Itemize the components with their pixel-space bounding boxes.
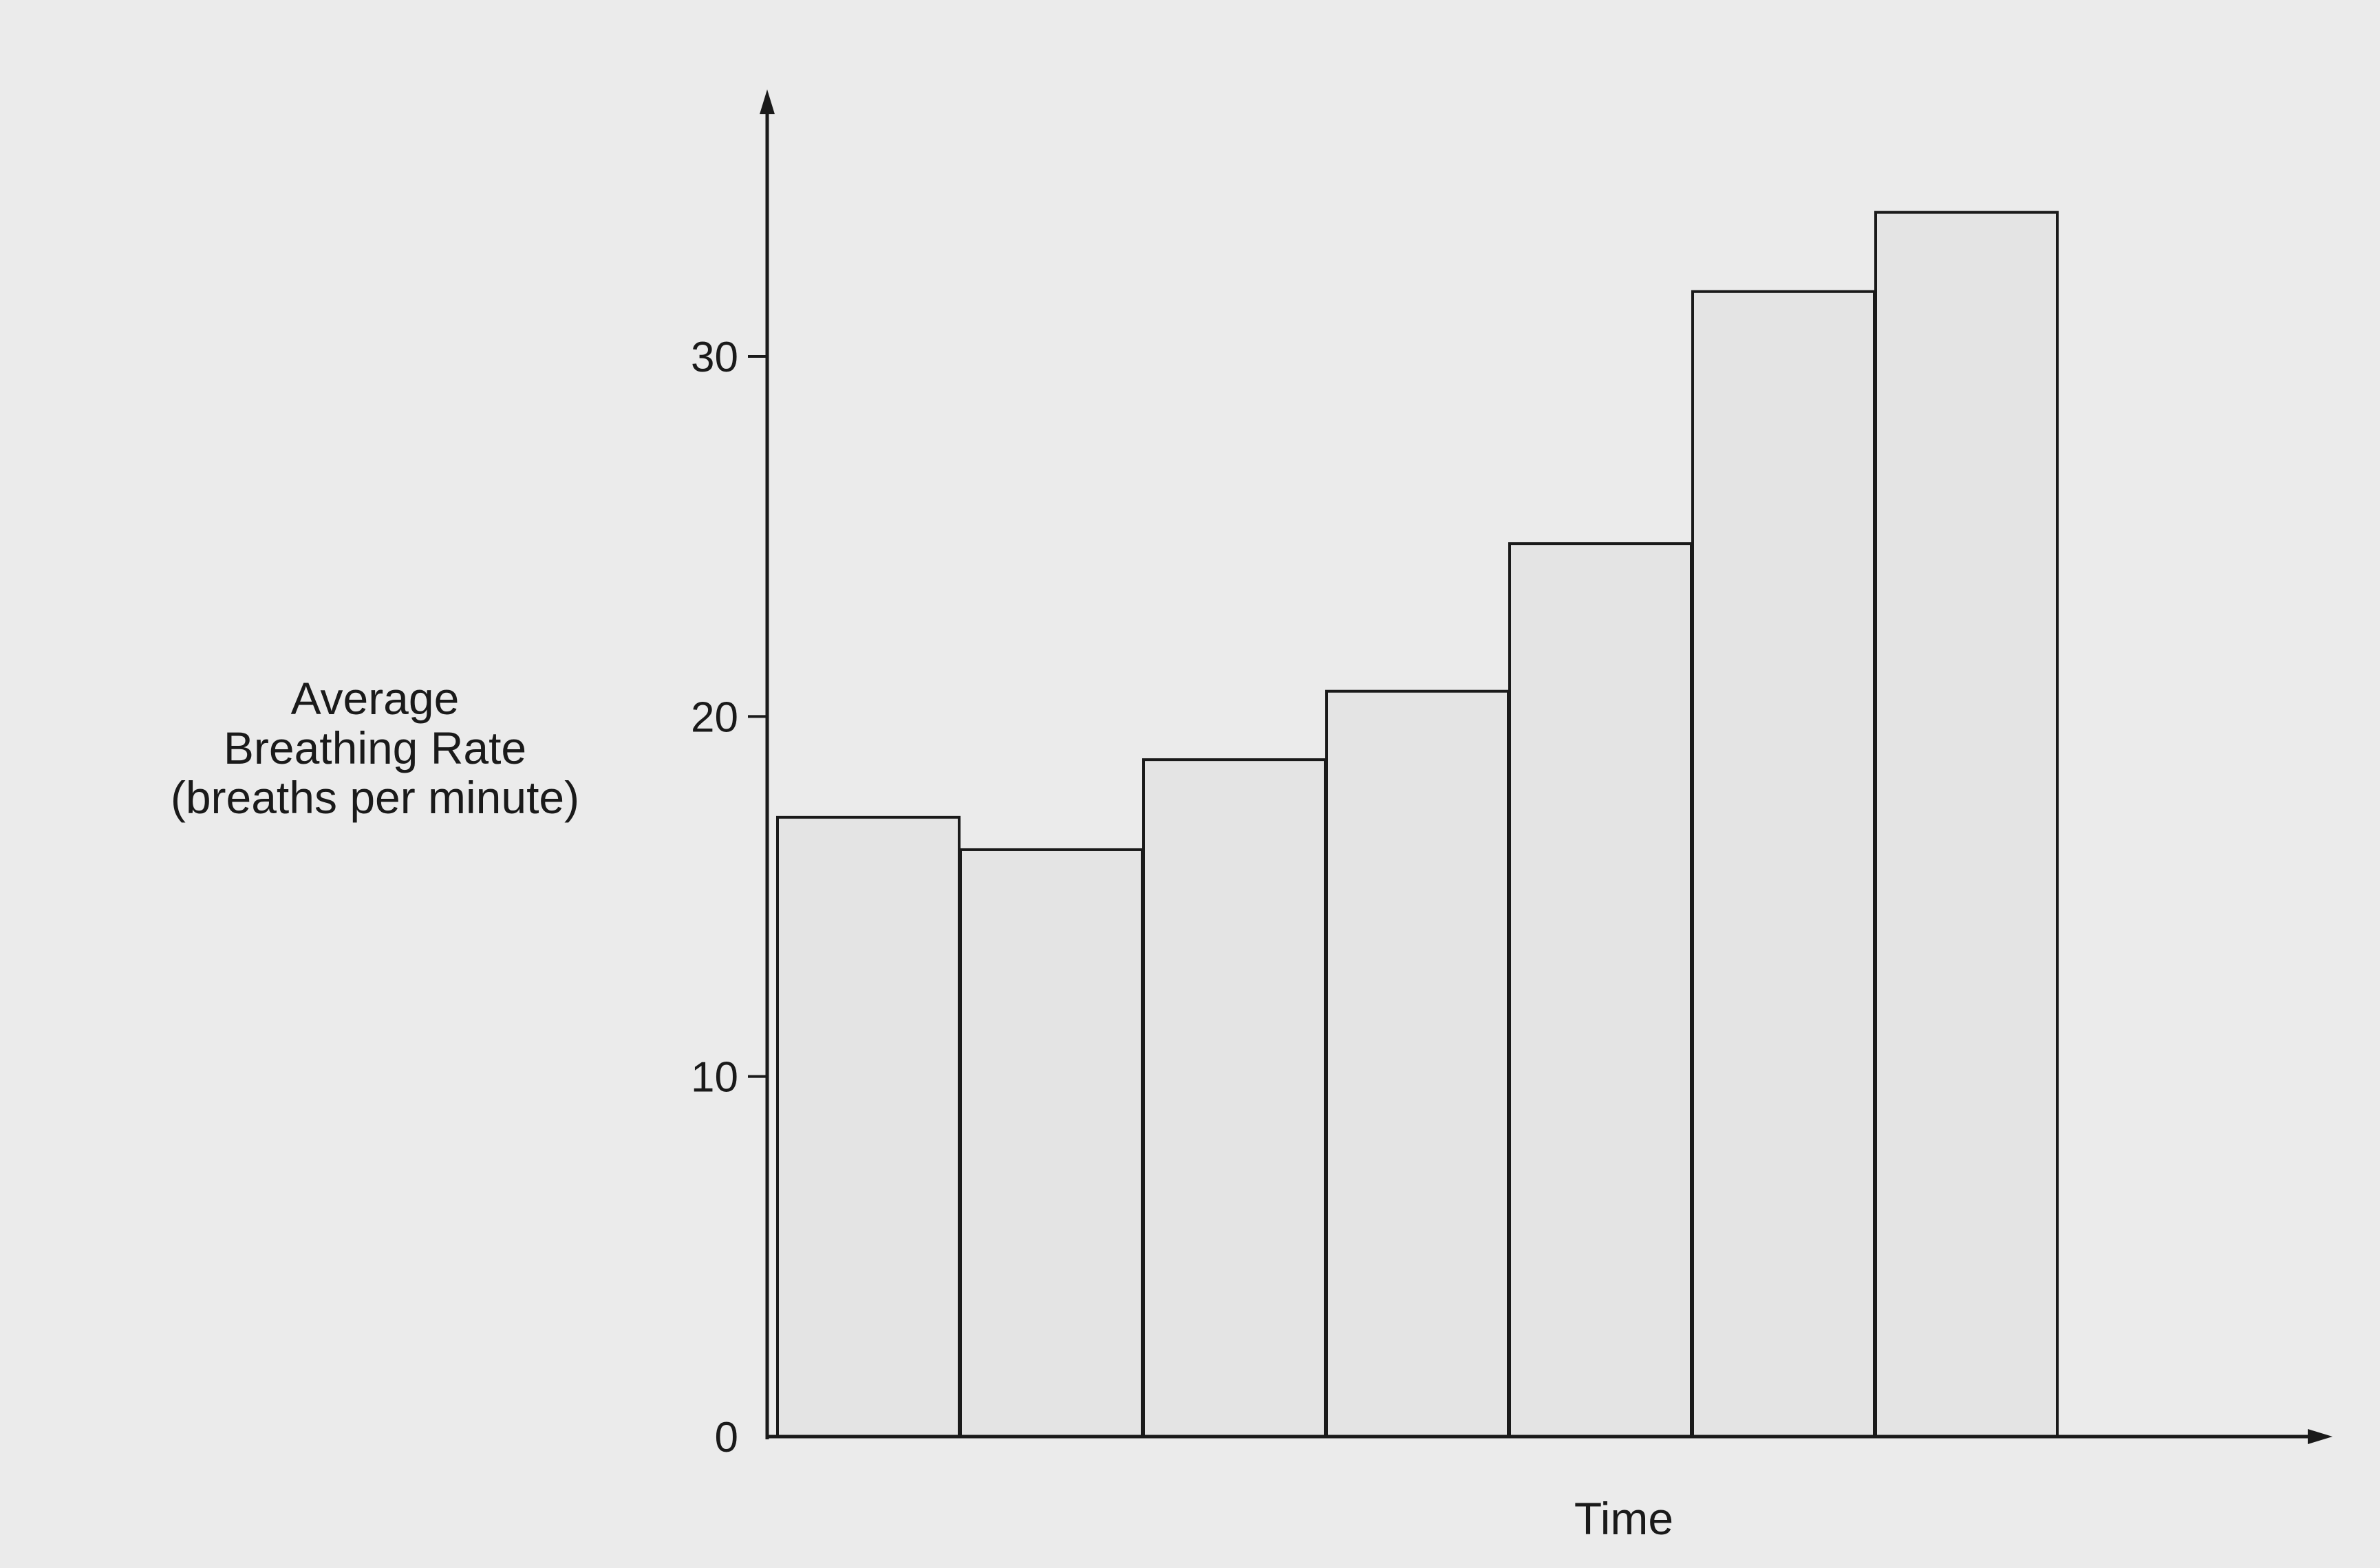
- bar-1: [776, 815, 961, 1439]
- y-tick-label: 10: [691, 1054, 738, 1102]
- y-axis-label-line: Breathing Rate: [224, 722, 526, 773]
- x-axis-arrow-icon: [2308, 1429, 2333, 1444]
- bar-3: [1142, 758, 1327, 1438]
- y-axis-label-line: (breaths per minute): [171, 772, 579, 823]
- bar-5: [1508, 542, 1693, 1439]
- y-tick-label: 0: [715, 1414, 738, 1461]
- bar-6: [1691, 290, 1876, 1438]
- y-axis-label: Average Breathing Rate (breaths per minute…: [171, 673, 579, 823]
- y-tick-label: 30: [691, 334, 738, 381]
- bar-2: [959, 848, 1144, 1438]
- bar-7: [1874, 211, 2059, 1439]
- y-axis-label-line: Average: [291, 673, 460, 724]
- x-axis-label: Time: [1574, 1493, 1673, 1544]
- y-tick-label: 20: [691, 694, 738, 741]
- bar-4: [1325, 689, 1510, 1439]
- axes-group: [760, 89, 2333, 1444]
- y-axis-arrow-icon: [760, 89, 775, 114]
- bars-group: [776, 211, 2059, 1439]
- y-ticks-group: 0 10 20 30: [691, 334, 767, 1461]
